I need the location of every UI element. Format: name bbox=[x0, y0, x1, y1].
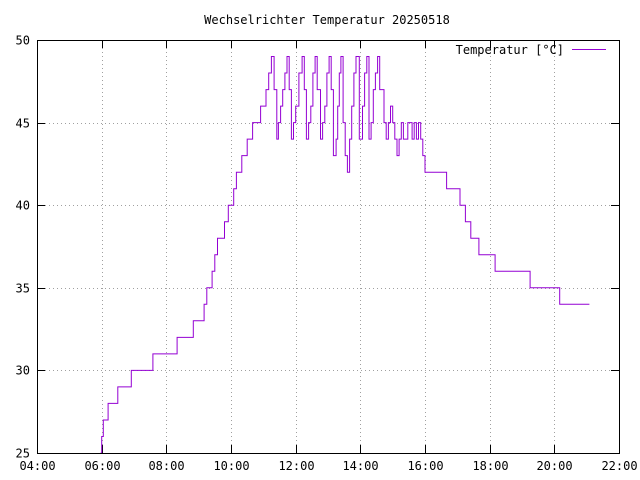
x-tick-label: 18:00 bbox=[472, 459, 508, 473]
plot-frame bbox=[37, 40, 620, 454]
y-tick-label: 45 bbox=[16, 117, 30, 131]
x-tick-label: 10:00 bbox=[213, 459, 249, 473]
x-tick-label: 22:00 bbox=[601, 459, 637, 473]
grid bbox=[37, 40, 619, 453]
legend-label: Temperatur [°C] bbox=[456, 43, 564, 57]
x-axis-ticks: 04:00 06:00 08:00 10:00 12:00 14:00 16:00 18:00… bbox=[19, 40, 638, 473]
y-axis-ticks: 25 30 35 40 45 50 bbox=[16, 34, 619, 461]
x-tick-label: 06:00 bbox=[84, 459, 120, 473]
x-tick-label: 16:00 bbox=[407, 459, 443, 473]
legend: Temperatur [°C] bbox=[456, 43, 606, 57]
x-tick-label: 12:00 bbox=[278, 459, 314, 473]
y-tick-label: 35 bbox=[16, 282, 30, 296]
y-tick-label: 40 bbox=[16, 199, 30, 213]
y-tick-label: 50 bbox=[16, 34, 30, 48]
x-tick-label: 08:00 bbox=[148, 459, 184, 473]
x-tick-label: 20:00 bbox=[536, 459, 572, 473]
y-tick-label: 30 bbox=[16, 364, 30, 378]
series-line-temperatur bbox=[100, 56, 590, 454]
y-tick-label: 25 bbox=[16, 447, 30, 461]
chart-title: Wechselrichter Temperatur 20250518 bbox=[204, 13, 450, 27]
x-tick-label: 14:00 bbox=[342, 459, 378, 473]
x-tick-label: 04:00 bbox=[19, 459, 55, 473]
